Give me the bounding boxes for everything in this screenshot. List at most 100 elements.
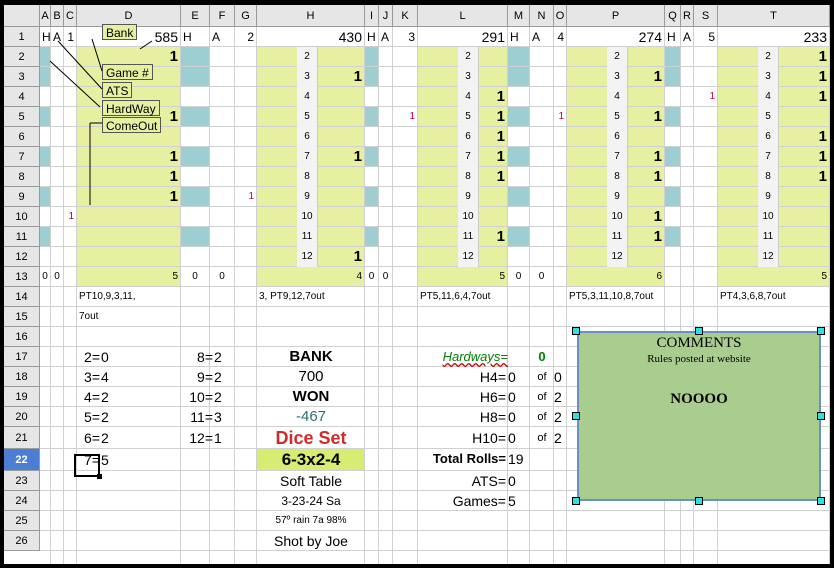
row-header-5[interactable]: 5 <box>4 107 40 127</box>
mark: 1 <box>818 68 827 85</box>
resize-handle-n[interactable] <box>695 327 703 335</box>
row-header-11[interactable]: 11 <box>4 227 40 247</box>
active-cell-cursor[interactable] <box>74 454 100 477</box>
foot-a: 0 <box>382 271 389 282</box>
row-header-12[interactable]: 12 <box>4 247 40 267</box>
col-header-S[interactable]: S <box>694 5 718 27</box>
col-header-A[interactable]: A <box>40 5 51 27</box>
row-header-20[interactable]: 20 <box>4 407 40 427</box>
row-header-2[interactable]: 2 <box>4 47 40 67</box>
col-header-I[interactable]: I <box>365 5 379 27</box>
row-header-13[interactable]: 13 <box>4 267 40 287</box>
row-header-10[interactable]: 10 <box>4 207 40 227</box>
cell-fill <box>40 67 51 87</box>
resize-handle-sw[interactable] <box>572 497 580 505</box>
row-header-15[interactable]: 15 <box>4 307 40 327</box>
resize-handle-ne[interactable] <box>817 327 825 335</box>
comments-textbox[interactable]: COMMENTS Rules posted at website NOOOO <box>577 331 821 501</box>
row-header-6[interactable]: 6 <box>4 127 40 147</box>
grid-vline <box>378 27 379 564</box>
cell-fill <box>665 47 681 67</box>
row-header-16[interactable]: 16 <box>4 327 40 347</box>
point-number: 11 <box>458 227 479 247</box>
col-header-G[interactable]: G <box>235 5 257 27</box>
count-value: 2 <box>101 389 109 405</box>
grid-vline <box>664 27 665 564</box>
mark: 1 <box>169 188 178 205</box>
row-header-4[interactable]: 4 <box>4 87 40 107</box>
row-header-19[interactable]: 19 <box>4 387 40 407</box>
cell-fill <box>665 107 681 127</box>
cell-fill <box>365 227 379 247</box>
col-header-P[interactable]: P <box>567 5 665 27</box>
mark: 1 <box>653 208 662 225</box>
col-header-M[interactable]: M <box>508 5 530 27</box>
row-header-8[interactable]: 8 <box>4 167 40 187</box>
hardway-key: H8= <box>479 409 506 425</box>
cell-fill <box>665 67 681 87</box>
col-header-N[interactable]: N <box>530 5 554 27</box>
col-header-F[interactable]: F <box>210 5 235 27</box>
row-header-18[interactable]: 18 <box>4 367 40 387</box>
resize-handle-se[interactable] <box>817 497 825 505</box>
row-header-17[interactable]: 17 <box>4 347 40 367</box>
row-header-22[interactable]: 22 <box>4 449 40 471</box>
row-header-1[interactable]: 1 <box>4 27 40 47</box>
mark: 1 <box>496 228 505 245</box>
mark: 1 <box>818 148 827 165</box>
select-all-corner[interactable] <box>4 5 40 27</box>
col-header-T[interactable]: T <box>718 5 830 27</box>
shooter-a-label: A <box>683 30 692 44</box>
grid-vline <box>417 27 418 564</box>
weather: 57º rain 7a 98% <box>275 515 347 526</box>
col-header-O[interactable]: O <box>554 5 567 27</box>
count-value: 5 <box>101 452 109 468</box>
mark: 1 <box>496 148 505 165</box>
grid-hline <box>40 366 830 367</box>
row-header-14[interactable]: 14 <box>4 287 40 307</box>
col-header-L[interactable]: L <box>418 5 508 27</box>
col-header-J[interactable]: J <box>379 5 393 27</box>
row-header-26[interactable]: 26 <box>4 531 40 551</box>
mark: 1 <box>496 108 505 125</box>
fill-handle[interactable] <box>97 474 102 479</box>
hardway-hits: 0 <box>508 409 516 425</box>
hardway-possible: 2 <box>554 430 562 446</box>
count-key: 8= <box>197 349 213 365</box>
col-header-Q[interactable]: Q <box>665 5 681 27</box>
col-header-K[interactable]: K <box>393 5 418 27</box>
row-header-21[interactable]: 21 <box>4 427 40 449</box>
resize-handle-w[interactable] <box>572 412 580 420</box>
point-number: 11 <box>297 227 318 247</box>
point-number: 8 <box>458 167 479 187</box>
shooter-bank: 585 <box>154 29 178 45</box>
col-header-B[interactable]: B <box>51 5 64 27</box>
shooter-h-label: H <box>667 30 676 44</box>
mark: 1 <box>496 128 505 145</box>
col-header-R[interactable]: R <box>681 5 694 27</box>
row-header-23[interactable]: 23 <box>4 471 40 491</box>
cell-fill <box>365 107 379 127</box>
resize-handle-nw[interactable] <box>572 327 580 335</box>
resize-handle-s[interactable] <box>695 497 703 505</box>
col-header-E[interactable]: E <box>181 5 210 27</box>
col-header-H[interactable]: H <box>257 5 365 27</box>
count-value: 3 <box>214 409 222 425</box>
row-header-9[interactable]: 9 <box>4 187 40 207</box>
row-header-3[interactable]: 3 <box>4 67 40 87</box>
total-rolls-label: Total Rolls= <box>432 451 506 466</box>
row-header-25[interactable]: 25 <box>4 511 40 531</box>
foot-h: 0 <box>368 271 375 282</box>
point-number: 6 <box>758 127 779 147</box>
small-mark: 1 <box>558 111 564 122</box>
small-mark: 1 <box>68 211 74 222</box>
row-header-7[interactable]: 7 <box>4 147 40 167</box>
small-mark: 1 <box>709 91 715 102</box>
col-header-C[interactable]: C <box>64 5 77 27</box>
count-key: 9= <box>197 369 213 385</box>
row-header-24[interactable]: 24 <box>4 491 40 511</box>
point-number: 2 <box>758 47 779 67</box>
count-value: 2 <box>101 430 109 446</box>
resize-handle-e[interactable] <box>817 412 825 420</box>
